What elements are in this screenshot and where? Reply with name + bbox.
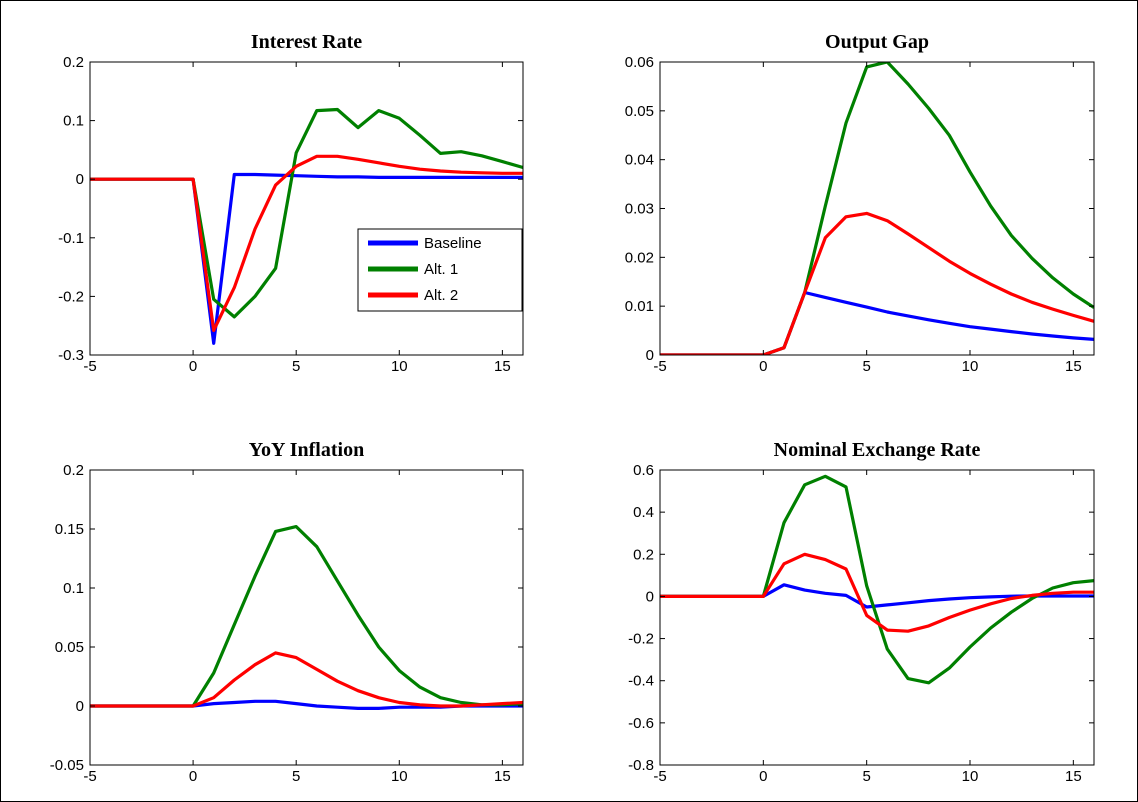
y-tick-label: 0.2 [633, 546, 654, 563]
y-tick-label: 0.1 [63, 580, 84, 597]
y-tick-label: -0.3 [58, 347, 84, 364]
x-tick-label: 10 [391, 768, 408, 785]
y-tick-label: 0 [76, 171, 84, 188]
x-tick-label: 5 [292, 768, 300, 785]
series-line-alt-2 [660, 552, 1094, 633]
y-tick-label: -0.4 [628, 673, 654, 690]
chart-panel-4: Nominal Exchange Rate -5 0 5 10 15 -0.8 -0.6 -0.… [628, 439, 1095, 785]
legend-label: Baseline [424, 235, 482, 252]
legend: Baseline Alt. 1 Alt. 2 [357, 228, 523, 312]
y-tick-label: 0.4 [633, 504, 654, 521]
y-tick-label: 0.03 [625, 201, 654, 218]
chart-title: Nominal Exchange Rate [774, 439, 981, 461]
y-tick-label: -0.05 [50, 757, 84, 774]
y-tick-label: 0.2 [63, 54, 84, 71]
x-tick-label: 0 [189, 358, 197, 375]
y-tick-label: -0.2 [628, 631, 654, 648]
series-line-alt-1 [660, 474, 1094, 685]
y-tick-label: 0.6 [633, 462, 654, 479]
chart-title: Interest Rate [251, 31, 362, 53]
y-tick-label: 0.06 [625, 54, 654, 71]
chart-panel-1: Interest Rate -5 0 5 10 15 -0.3 -0.2 -0.1 0 0.1 0.2… [58, 31, 524, 375]
y-tick-label: 0.01 [625, 298, 654, 315]
x-tick-label: 0 [759, 768, 767, 785]
x-tick-label: 15 [1065, 768, 1082, 785]
y-tick-label: -0.8 [628, 757, 654, 774]
series-line-alt-1 [660, 62, 1094, 355]
y-tick-label: 0 [76, 698, 84, 715]
x-tick-label: 10 [962, 768, 979, 785]
x-tick-label: 15 [494, 768, 511, 785]
y-tick-label: -0.2 [58, 288, 84, 305]
chart-title: YoY Inflation [249, 439, 364, 461]
x-tick-label: 10 [962, 358, 979, 375]
x-tick-label: -5 [653, 358, 666, 375]
y-tick-label: -0.1 [58, 230, 84, 247]
x-tick-label: 10 [391, 358, 408, 375]
x-tick-label: -5 [653, 768, 666, 785]
x-tick-label: -5 [83, 768, 96, 785]
x-tick-label: 15 [494, 358, 511, 375]
legend-label: Alt. 2 [424, 287, 458, 304]
legend-label: Alt. 1 [424, 261, 458, 278]
y-tick-label: 0.2 [63, 462, 84, 479]
series-line-baseline [660, 290, 1094, 355]
axes-box [659, 469, 1095, 766]
y-tick-label: 0.15 [55, 521, 84, 538]
y-tick-label: 0 [646, 347, 654, 364]
series-group [660, 474, 1094, 685]
x-tick-label: 0 [189, 768, 197, 785]
x-tick-label: 15 [1065, 358, 1082, 375]
series-group [660, 62, 1094, 355]
chart-panel-2: Output Gap-5 0 5 10 1500.010.020.030.040.050… [625, 31, 1095, 375]
y-tick-label: 0.05 [625, 103, 654, 120]
series-line-alt-1 [90, 524, 523, 708]
series-line-alt-2 [90, 651, 523, 708]
axes-box [89, 61, 524, 356]
x-tick-label: 5 [862, 768, 870, 785]
series-group [90, 524, 523, 711]
x-tick-label: -5 [83, 358, 96, 375]
x-tick-label: 0 [759, 358, 767, 375]
y-tick-label: 0.05 [55, 639, 84, 656]
series-group [90, 107, 523, 345]
y-tick-label: -0.6 [628, 715, 654, 732]
y-tick-label: 0.1 [63, 113, 84, 130]
y-tick-label: 0 [646, 588, 654, 605]
series-line-alt-2 [660, 211, 1094, 355]
x-tick-label: 5 [292, 358, 300, 375]
series-line-alt-2 [90, 154, 523, 332]
chart-panel-3: YoY Inflation -5 0 5 10 15 -0.05 0 0.05 0.1 0.15 0.… [50, 439, 524, 785]
axes-box [89, 469, 524, 766]
x-tick-label: 5 [862, 358, 870, 375]
y-tick-label: 0.02 [625, 249, 654, 266]
y-tick-label: 0.04 [625, 152, 654, 169]
chart-title: Output Gap [825, 31, 929, 53]
